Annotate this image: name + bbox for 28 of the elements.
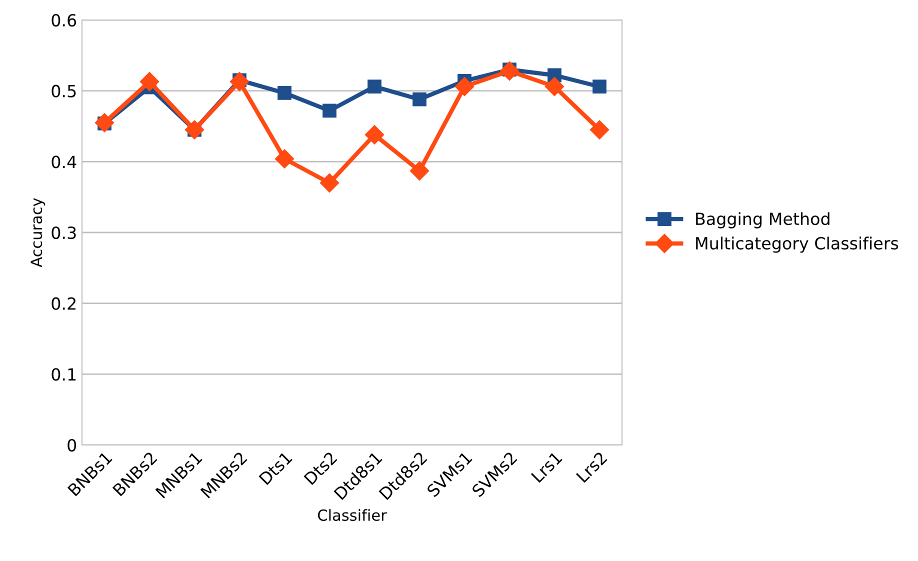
- point: [230, 72, 250, 92]
- point: [140, 72, 160, 92]
- point: [184, 120, 204, 140]
- legend-label: Bagging Method: [696, 212, 830, 228]
- y-tick-label: 0.1: [52, 368, 76, 381]
- point: [544, 77, 564, 96]
- point: [94, 113, 114, 132]
- point: [320, 173, 340, 192]
- point: [322, 104, 336, 118]
- point: [590, 120, 610, 140]
- y-tick-label: 0.6: [52, 14, 76, 27]
- y-tick-label: 0: [68, 438, 76, 452]
- point: [410, 161, 430, 180]
- y-tick-label: 0.4: [52, 156, 76, 168]
- y-tick-label: 0.2: [52, 297, 76, 310]
- point: [368, 80, 382, 94]
- y-tick-label: 0.5: [52, 84, 76, 98]
- point: [412, 92, 426, 106]
- point: [500, 61, 520, 81]
- point: [274, 149, 294, 168]
- legend-label: Multicategory Classifiers: [696, 236, 898, 253]
- point: [454, 77, 474, 96]
- point: [278, 86, 292, 100]
- y-tick-label: 0.3: [52, 226, 76, 240]
- point: [364, 125, 384, 144]
- x-axis-title: Classifier: [318, 509, 387, 521]
- point: [592, 80, 606, 94]
- y-axis-title: Accuracy: [30, 198, 46, 268]
